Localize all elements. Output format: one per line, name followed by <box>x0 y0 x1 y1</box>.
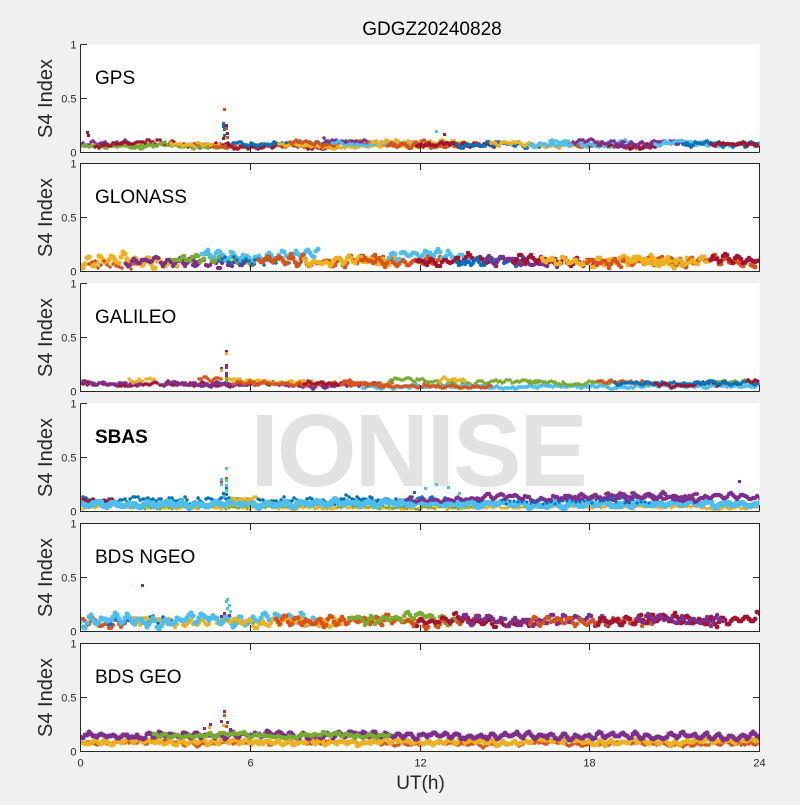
svg-text:0.5: 0.5 <box>61 94 76 106</box>
svg-text:BDS GEO: BDS GEO <box>95 667 182 688</box>
svg-text:0: 0 <box>70 627 76 639</box>
svg-text:1: 1 <box>70 399 76 411</box>
svg-text:S4 Index: S4 Index <box>35 59 57 138</box>
svg-text:18: 18 <box>583 758 595 770</box>
svg-text:0.5: 0.5 <box>61 213 76 225</box>
svg-text:0.5: 0.5 <box>61 573 76 585</box>
svg-text:1: 1 <box>70 639 76 651</box>
svg-text:0: 0 <box>70 747 76 759</box>
svg-text:S4 Index: S4 Index <box>35 418 57 497</box>
svg-text:S4 Index: S4 Index <box>35 298 57 377</box>
svg-text:0.5: 0.5 <box>61 693 76 705</box>
svg-text:0: 0 <box>70 267 76 279</box>
svg-text:IONISE: IONISE <box>250 393 585 508</box>
svg-text:S4 Index: S4 Index <box>35 178 57 257</box>
svg-text:S4 Index: S4 Index <box>35 658 57 737</box>
svg-text:GLONASS: GLONASS <box>95 187 187 208</box>
svg-text:0: 0 <box>70 387 76 399</box>
svg-text:6: 6 <box>247 758 253 770</box>
svg-text:BDS NGEO: BDS NGEO <box>95 547 195 568</box>
svg-text:S4 Index: S4 Index <box>35 538 57 617</box>
svg-text:SBAS: SBAS <box>95 427 148 448</box>
svg-text:0: 0 <box>70 507 76 519</box>
svg-text:0: 0 <box>77 758 83 770</box>
svg-text:0: 0 <box>70 148 76 160</box>
svg-text:1: 1 <box>70 40 76 52</box>
svg-text:UT(h): UT(h) <box>396 773 445 794</box>
svg-text:1: 1 <box>70 159 76 171</box>
svg-text:0.5: 0.5 <box>61 453 76 465</box>
svg-text:1: 1 <box>70 279 76 291</box>
svg-text:1: 1 <box>70 519 76 531</box>
svg-text:GALILEO: GALILEO <box>95 307 176 328</box>
svg-text:24: 24 <box>753 758 765 770</box>
svg-text:GDGZ20240828: GDGZ20240828 <box>362 19 501 40</box>
svg-text:0.5: 0.5 <box>61 333 76 345</box>
svg-text:GPS: GPS <box>95 68 135 89</box>
svg-text:12: 12 <box>414 758 426 770</box>
